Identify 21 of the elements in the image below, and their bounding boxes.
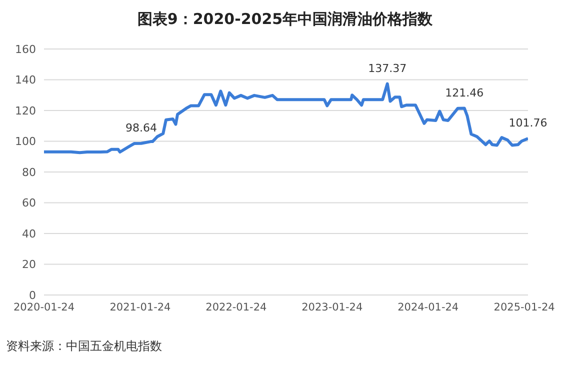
chart-title: 图表9：2020-2025年中国润滑油价格指数 — [136, 10, 434, 29]
y-tick-label: 100 — [15, 135, 36, 148]
x-tick-label: 2022-01-24 — [206, 301, 268, 314]
y-tick-label: 140 — [15, 74, 36, 87]
x-tick-label: 2024-01-24 — [398, 301, 459, 314]
x-tick-label: 2025-01-24 — [494, 301, 556, 314]
y-tick-label: 80 — [22, 166, 36, 179]
data-label: 137.37 — [368, 62, 407, 75]
data-label: 121.46 — [445, 86, 484, 100]
y-tick-label: 40 — [22, 227, 36, 240]
y-tick-label: 20 — [22, 258, 36, 272]
y-tick-label: 160 — [15, 42, 36, 56]
data-label: 101.76 — [508, 116, 548, 130]
y-tick-label: 60 — [22, 196, 36, 210]
data-label: 98.64 — [126, 121, 158, 134]
x-tick-label: 2021-01-24 — [110, 301, 172, 314]
x-tick-label: 2023-01-24 — [302, 301, 363, 314]
x-tick-label: 2020-01-24 — [13, 301, 75, 314]
y-tick-label: 120 — [15, 104, 36, 118]
y-tick-label: 0 — [29, 288, 36, 302]
text: 资料来源：中国五金机电指数 — [6, 339, 162, 353]
